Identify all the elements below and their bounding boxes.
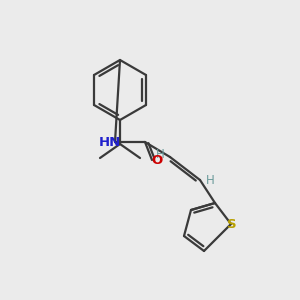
Text: H: H	[206, 175, 214, 188]
Text: H: H	[156, 148, 164, 161]
Text: HN: HN	[99, 136, 121, 149]
Text: O: O	[152, 154, 163, 167]
Text: S: S	[227, 218, 237, 230]
